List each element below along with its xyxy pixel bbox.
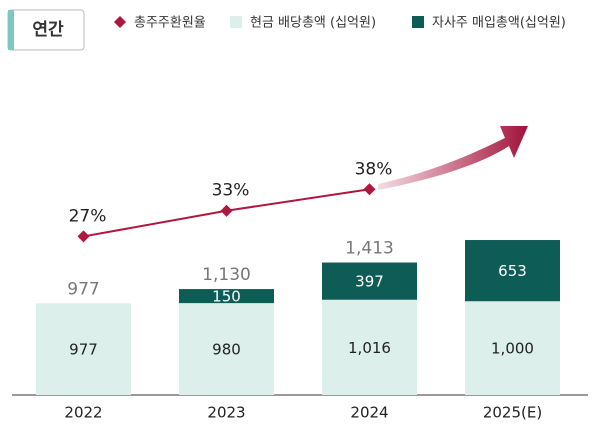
title: 연간 xyxy=(32,20,64,40)
x-tick-label: 2022 xyxy=(64,404,102,422)
line-marker xyxy=(220,204,233,217)
bar-label: 977 xyxy=(69,341,98,359)
bar-label: 653 xyxy=(498,262,527,280)
bar-segment xyxy=(465,301,560,395)
total-label: 1,413 xyxy=(345,239,394,259)
x-tick-label: 2025(E) xyxy=(483,404,542,422)
bar-segment xyxy=(322,262,417,300)
legend-marker xyxy=(412,16,424,28)
total-label: 1,130 xyxy=(202,265,251,285)
bar-segment xyxy=(465,240,560,302)
total-label: 977 xyxy=(67,279,99,299)
bar-segment xyxy=(179,303,274,395)
trend-arrow xyxy=(378,126,528,190)
x-tick-label: 2023 xyxy=(207,404,245,422)
bar-segment xyxy=(179,289,274,304)
legend-marker xyxy=(114,16,126,28)
title-accent xyxy=(8,10,14,50)
line-label: 33% xyxy=(212,181,250,201)
line-label: 27% xyxy=(69,206,107,226)
legend-marker xyxy=(230,16,242,28)
legend-label: 자사주 매입총액(십억원) xyxy=(432,16,566,31)
bar-segment xyxy=(36,303,131,395)
line-marker xyxy=(77,230,90,243)
bar-label: 150 xyxy=(212,288,241,306)
legend-label: 현금 배당총액 (십억원) xyxy=(250,16,376,31)
bar-label: 397 xyxy=(355,273,384,291)
x-tick-label: 2024 xyxy=(350,404,388,422)
bar-label: 1,000 xyxy=(491,340,534,358)
line-label: 38% xyxy=(355,159,393,179)
line-marker xyxy=(363,183,376,196)
legend-label: 총주주환원율 xyxy=(134,16,206,31)
bar-label: 1,016 xyxy=(348,339,391,357)
bar-label: 980 xyxy=(212,341,241,359)
bar-segment xyxy=(322,299,417,395)
